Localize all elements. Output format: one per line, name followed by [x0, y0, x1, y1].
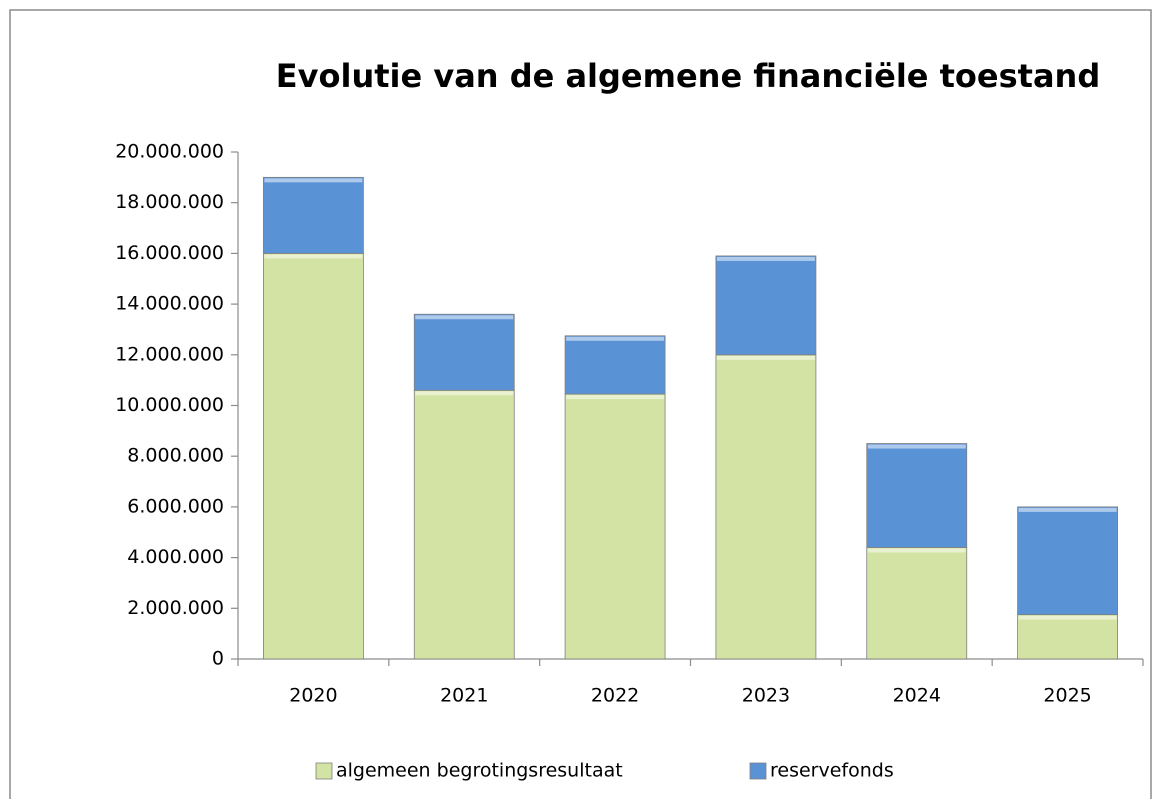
bar-segment: [564, 335, 666, 395]
x-tick-label: 2021: [440, 685, 488, 707]
bar-highlight: [1018, 615, 1117, 620]
bar-segment: [866, 547, 968, 660]
bar-highlight: [415, 315, 514, 320]
y-tick-label: 14.000.000: [115, 293, 224, 315]
bar-segment: [715, 255, 817, 356]
y-tick-label: 12.000.000: [115, 343, 224, 365]
bar-highlight: [264, 178, 363, 183]
y-tick-label: 10.000.000: [115, 394, 224, 416]
x-tick-label: 2024: [893, 685, 941, 707]
legend-swatch: [315, 762, 333, 780]
bar-segment: [413, 389, 515, 660]
bar-highlight: [716, 256, 815, 261]
bar-highlight: [1018, 507, 1117, 512]
y-tick-label: 4.000.000: [127, 546, 224, 568]
bar-segment: [1017, 506, 1118, 616]
bar-segment: [413, 313, 515, 391]
bar-highlight: [566, 395, 665, 400]
bar-highlight: [867, 548, 966, 553]
x-tick-label: 2023: [742, 685, 790, 707]
bar-highlight: [716, 355, 815, 360]
x-tick-label: 2025: [1043, 685, 1091, 707]
bar-segment: [263, 252, 364, 660]
y-tick-label: 16.000.000: [115, 242, 224, 264]
y-tick-label: 2.000.000: [127, 597, 224, 619]
bar-segment: [715, 354, 817, 660]
legend-label: reservefonds: [770, 760, 894, 782]
x-tick-label: 2020: [289, 685, 337, 707]
bar-segment: [866, 443, 968, 548]
legend-swatch: [749, 762, 767, 780]
bar-highlight: [264, 254, 363, 259]
bar-segment: [564, 393, 666, 660]
y-tick-label: 8.000.000: [127, 445, 224, 467]
chart-title: Evolutie van de algemene financiële toes…: [276, 57, 1100, 95]
bar-highlight: [566, 336, 665, 341]
x-tick-label: 2022: [591, 685, 639, 707]
y-tick-label: 18.000.000: [115, 191, 224, 213]
y-tick-label: 0: [212, 648, 224, 670]
bar-segment: [263, 176, 364, 254]
bar-highlight: [415, 391, 514, 396]
bar-segment: [1017, 614, 1118, 660]
legend-label: algemeen begrotingsresultaat: [336, 760, 623, 782]
y-tick-label: 6.000.000: [127, 495, 224, 517]
y-tick-label: 20.000.000: [115, 141, 224, 163]
bar-highlight: [867, 444, 966, 449]
